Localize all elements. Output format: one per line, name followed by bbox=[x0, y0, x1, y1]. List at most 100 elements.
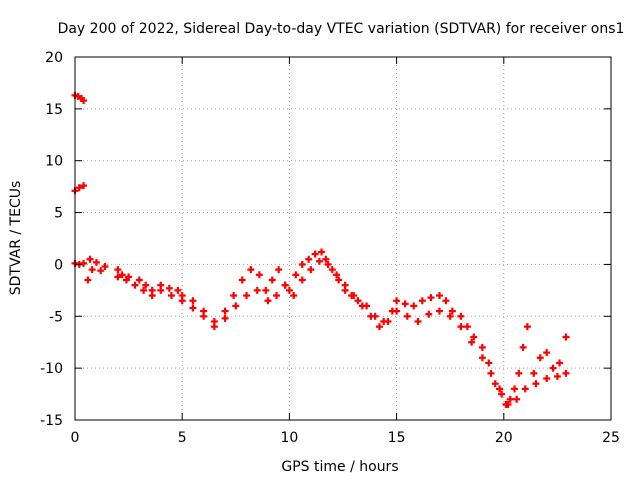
data-point bbox=[140, 286, 148, 294]
data-point bbox=[311, 250, 319, 258]
data-point bbox=[530, 369, 538, 377]
data-point bbox=[122, 276, 130, 284]
data-point bbox=[131, 281, 139, 289]
x-tick-label: 20 bbox=[495, 430, 513, 446]
data-point bbox=[457, 312, 465, 320]
y-axis-label: SDTVAR / TECUs bbox=[8, 181, 24, 296]
data-point bbox=[101, 263, 109, 271]
data-point bbox=[232, 302, 240, 310]
data-point bbox=[157, 286, 165, 294]
data-point bbox=[97, 267, 105, 275]
data-point bbox=[135, 276, 143, 284]
data-point bbox=[315, 257, 323, 265]
data-point bbox=[88, 266, 96, 274]
data-point bbox=[532, 380, 540, 388]
grid-lines bbox=[75, 57, 611, 420]
data-point bbox=[86, 255, 94, 263]
data-point bbox=[511, 385, 519, 393]
y-tick-label: 20 bbox=[45, 50, 63, 66]
data-point bbox=[446, 312, 454, 320]
data-point bbox=[118, 271, 126, 279]
data-point bbox=[307, 266, 315, 274]
data-point bbox=[264, 297, 272, 305]
data-point bbox=[553, 372, 561, 380]
data-point bbox=[333, 271, 341, 279]
data-point bbox=[292, 271, 300, 279]
data-point bbox=[305, 255, 313, 263]
y-tick-label: -5 bbox=[49, 309, 63, 325]
data-point bbox=[556, 359, 564, 367]
data-point bbox=[435, 307, 443, 315]
data-point bbox=[463, 323, 471, 331]
data-point bbox=[322, 255, 330, 263]
data-point bbox=[358, 302, 366, 310]
data-point bbox=[504, 400, 512, 408]
data-point bbox=[165, 284, 173, 292]
data-point bbox=[393, 297, 401, 305]
data-point bbox=[167, 292, 175, 300]
data-point bbox=[562, 333, 570, 341]
data-point bbox=[298, 276, 306, 284]
data-point bbox=[536, 354, 544, 362]
data-point bbox=[114, 273, 122, 281]
data-point bbox=[414, 317, 422, 325]
data-point bbox=[375, 323, 383, 331]
data-point bbox=[425, 310, 433, 318]
data-point bbox=[418, 297, 426, 305]
data-point bbox=[523, 323, 531, 331]
y-tick-label: 0 bbox=[54, 257, 63, 273]
data-point bbox=[491, 380, 499, 388]
data-point bbox=[318, 248, 326, 256]
chart-title: Day 200 of 2022, Sidereal Day-to-day VTE… bbox=[58, 21, 625, 37]
data-point bbox=[335, 276, 343, 284]
data-point bbox=[262, 286, 270, 294]
data-point bbox=[243, 292, 251, 300]
data-point bbox=[247, 266, 255, 274]
y-tick-label: 10 bbox=[45, 154, 63, 170]
data-point bbox=[80, 259, 88, 267]
data-point bbox=[328, 266, 336, 274]
data-point bbox=[350, 292, 358, 300]
data-point bbox=[210, 323, 218, 331]
data-point bbox=[478, 354, 486, 362]
data-point bbox=[562, 369, 570, 377]
data-point bbox=[427, 294, 435, 302]
data-point bbox=[506, 395, 514, 403]
data-point bbox=[221, 314, 229, 322]
data-point bbox=[519, 343, 527, 351]
data-point bbox=[515, 369, 523, 377]
data-point bbox=[485, 359, 493, 367]
y-tick-label: 15 bbox=[45, 102, 63, 118]
data-point bbox=[174, 286, 182, 294]
data-point bbox=[324, 260, 332, 268]
x-tick-label: 0 bbox=[71, 430, 80, 446]
data-point bbox=[114, 266, 122, 274]
data-point bbox=[285, 286, 293, 294]
x-tick-label: 25 bbox=[602, 430, 620, 446]
data-point bbox=[549, 364, 557, 372]
data-point bbox=[442, 297, 450, 305]
data-point bbox=[268, 276, 276, 284]
data-point bbox=[341, 281, 349, 289]
data-point bbox=[238, 276, 246, 284]
data-point bbox=[92, 258, 100, 266]
data-point bbox=[384, 317, 392, 325]
data-point bbox=[470, 333, 478, 341]
x-tick-label: 5 bbox=[178, 430, 187, 446]
data-point bbox=[275, 266, 283, 274]
data-point bbox=[513, 395, 521, 403]
data-point bbox=[255, 271, 263, 279]
data-point bbox=[221, 307, 229, 315]
data-point bbox=[354, 297, 362, 305]
data-point bbox=[200, 312, 208, 320]
data-point bbox=[448, 307, 456, 315]
data-point bbox=[253, 286, 261, 294]
data-point bbox=[496, 385, 504, 393]
data-point bbox=[543, 349, 551, 357]
y-tick-label: -10 bbox=[40, 361, 63, 377]
y-tick-label: -15 bbox=[40, 413, 63, 429]
data-point bbox=[290, 292, 298, 300]
data-point bbox=[478, 343, 486, 351]
axis-ticks: 0 5 10 15 20 25 -15 -10 -5 0 5 10 15 20 bbox=[40, 50, 620, 446]
